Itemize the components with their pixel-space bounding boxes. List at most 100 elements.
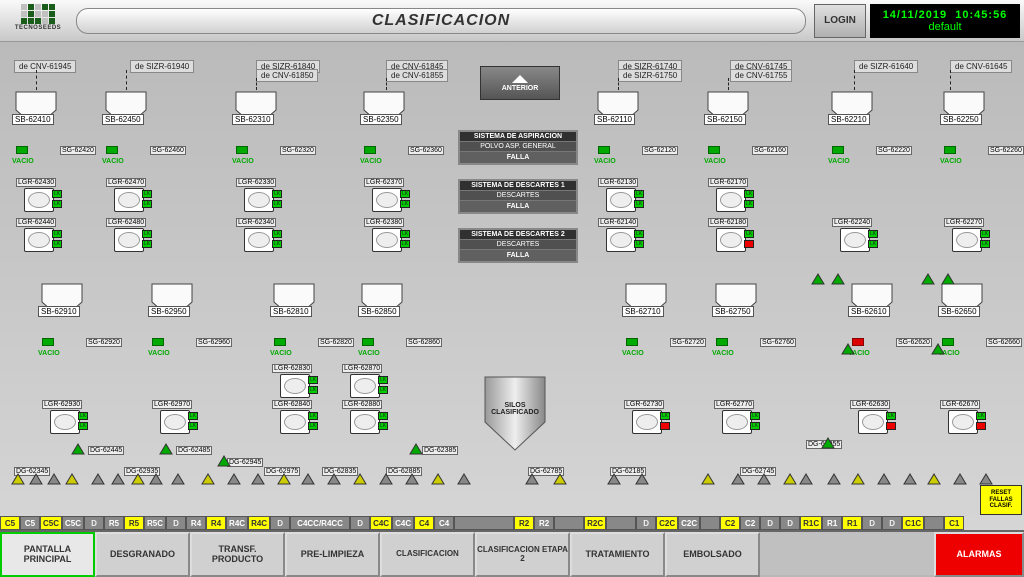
motor-icon[interactable] — [362, 338, 374, 346]
lgr-unit[interactable] — [24, 188, 54, 212]
diverter-icon[interactable] — [840, 342, 856, 356]
diverter-icon[interactable] — [700, 472, 716, 486]
diverter-icon[interactable] — [148, 472, 164, 486]
lgr-unit[interactable] — [280, 374, 310, 398]
nav-button[interactable]: PRE-LIMPIEZA — [285, 532, 380, 577]
lgr-unit[interactable] — [50, 410, 80, 434]
lgr-unit[interactable] — [716, 228, 746, 252]
alarmas-button[interactable]: ALARMAS — [934, 532, 1024, 577]
diverter-icon[interactable] — [952, 472, 968, 486]
diverter-icon[interactable] — [926, 472, 942, 486]
login-button[interactable]: LOGIN — [814, 4, 866, 38]
diverter-icon[interactable] — [876, 472, 892, 486]
lgr-unit[interactable] — [722, 410, 752, 434]
lgr-unit[interactable] — [632, 410, 662, 434]
diverter-icon[interactable] — [326, 472, 342, 486]
diverter-icon[interactable] — [782, 472, 798, 486]
diverter-icon[interactable] — [70, 442, 86, 456]
nav-button[interactable]: TRANSF. PRODUCTO — [190, 532, 285, 577]
lgr-unit[interactable] — [114, 228, 144, 252]
diverter-icon[interactable] — [110, 472, 126, 486]
motor-icon[interactable] — [626, 338, 638, 346]
diverter-icon[interactable] — [28, 472, 44, 486]
nav-button[interactable]: PANTALLA PRINCIPAL — [0, 532, 95, 577]
diverter-icon[interactable] — [826, 472, 842, 486]
nav-button[interactable]: DESGRANADO — [95, 532, 190, 577]
motor-icon[interactable] — [236, 146, 248, 154]
diverter-icon[interactable] — [130, 472, 146, 486]
diverter-icon[interactable] — [456, 472, 472, 486]
motor-icon[interactable] — [106, 146, 118, 154]
motor-icon[interactable] — [42, 338, 54, 346]
lgr-unit[interactable] — [948, 410, 978, 434]
diverter-icon[interactable] — [250, 472, 266, 486]
lgr-unit[interactable] — [244, 188, 274, 212]
diverter-icon[interactable] — [216, 454, 232, 468]
lgr-unit[interactable] — [840, 228, 870, 252]
diverter-icon[interactable] — [920, 272, 936, 286]
lgr-unit[interactable] — [606, 228, 636, 252]
diverter-icon[interactable] — [10, 472, 26, 486]
diverter-icon[interactable] — [524, 472, 540, 486]
diverter-icon[interactable] — [756, 472, 772, 486]
diverter-icon[interactable] — [226, 472, 242, 486]
diverter-icon[interactable] — [170, 472, 186, 486]
lgr-unit[interactable] — [858, 410, 888, 434]
system-panel[interactable]: SISTEMA DE ASPIRACIONPOLVO ASP. GENERALF… — [458, 130, 578, 165]
diverter-icon[interactable] — [634, 472, 650, 486]
diverter-icon[interactable] — [930, 342, 946, 356]
anterior-button[interactable]: ANTERIOR — [480, 66, 560, 100]
lgr-unit[interactable] — [350, 410, 380, 434]
motor-icon[interactable] — [274, 338, 286, 346]
motor-icon[interactable] — [716, 338, 728, 346]
diverter-icon[interactable] — [850, 472, 866, 486]
diverter-icon[interactable] — [978, 472, 994, 486]
diverter-icon[interactable] — [200, 472, 216, 486]
diverter-icon[interactable] — [552, 472, 568, 486]
diverter-icon[interactable] — [798, 472, 814, 486]
diverter-icon[interactable] — [64, 472, 80, 486]
nav-button[interactable]: CLASIFICACION — [380, 532, 475, 577]
diverter-icon[interactable] — [730, 472, 746, 486]
lgr-unit[interactable] — [372, 188, 402, 212]
motor-icon[interactable] — [152, 338, 164, 346]
motor-icon[interactable] — [708, 146, 720, 154]
nav-button[interactable]: EMBOLSADO — [665, 532, 760, 577]
diverter-icon[interactable] — [810, 272, 826, 286]
diverter-icon[interactable] — [940, 272, 956, 286]
diverter-icon[interactable] — [404, 472, 420, 486]
system-panel[interactable]: SISTEMA DE DESCARTES 1DESCARTESFALLA — [458, 179, 578, 214]
diverter-icon[interactable] — [606, 472, 622, 486]
lgr-unit[interactable] — [280, 410, 310, 434]
diverter-icon[interactable] — [430, 472, 446, 486]
reset-fallas-button[interactable]: RESET FALLAS CLASIF. — [980, 485, 1022, 515]
diverter-icon[interactable] — [408, 442, 424, 456]
motor-icon[interactable] — [16, 146, 28, 154]
diverter-icon[interactable] — [378, 472, 394, 486]
system-panel[interactable]: SISTEMA DE DESCARTES 2DESCARTESFALLA — [458, 228, 578, 263]
nav-button[interactable]: TRATAMIENTO — [570, 532, 665, 577]
motor-icon[interactable] — [944, 146, 956, 154]
lgr-unit[interactable] — [160, 410, 190, 434]
lgr-unit[interactable] — [716, 188, 746, 212]
diverter-icon[interactable] — [90, 472, 106, 486]
diverter-icon[interactable] — [902, 472, 918, 486]
diverter-icon[interactable] — [276, 472, 292, 486]
diverter-icon[interactable] — [830, 272, 846, 286]
lgr-unit[interactable] — [372, 228, 402, 252]
diverter-icon[interactable] — [300, 472, 316, 486]
lgr-unit[interactable] — [24, 228, 54, 252]
lgr-unit[interactable] — [244, 228, 274, 252]
motor-icon[interactable] — [364, 146, 376, 154]
diverter-icon[interactable] — [820, 436, 836, 450]
diverter-icon[interactable] — [158, 442, 174, 456]
diverter-icon[interactable] — [352, 472, 368, 486]
lgr-unit[interactable] — [114, 188, 144, 212]
lgr-unit[interactable] — [952, 228, 982, 252]
nav-button[interactable]: CLASIFICACION ETAPA 2 — [475, 532, 570, 577]
diverter-icon[interactable] — [46, 472, 62, 486]
lgr-unit[interactable] — [606, 188, 636, 212]
lgr-unit[interactable] — [350, 374, 380, 398]
motor-icon[interactable] — [832, 146, 844, 154]
motor-icon[interactable] — [598, 146, 610, 154]
